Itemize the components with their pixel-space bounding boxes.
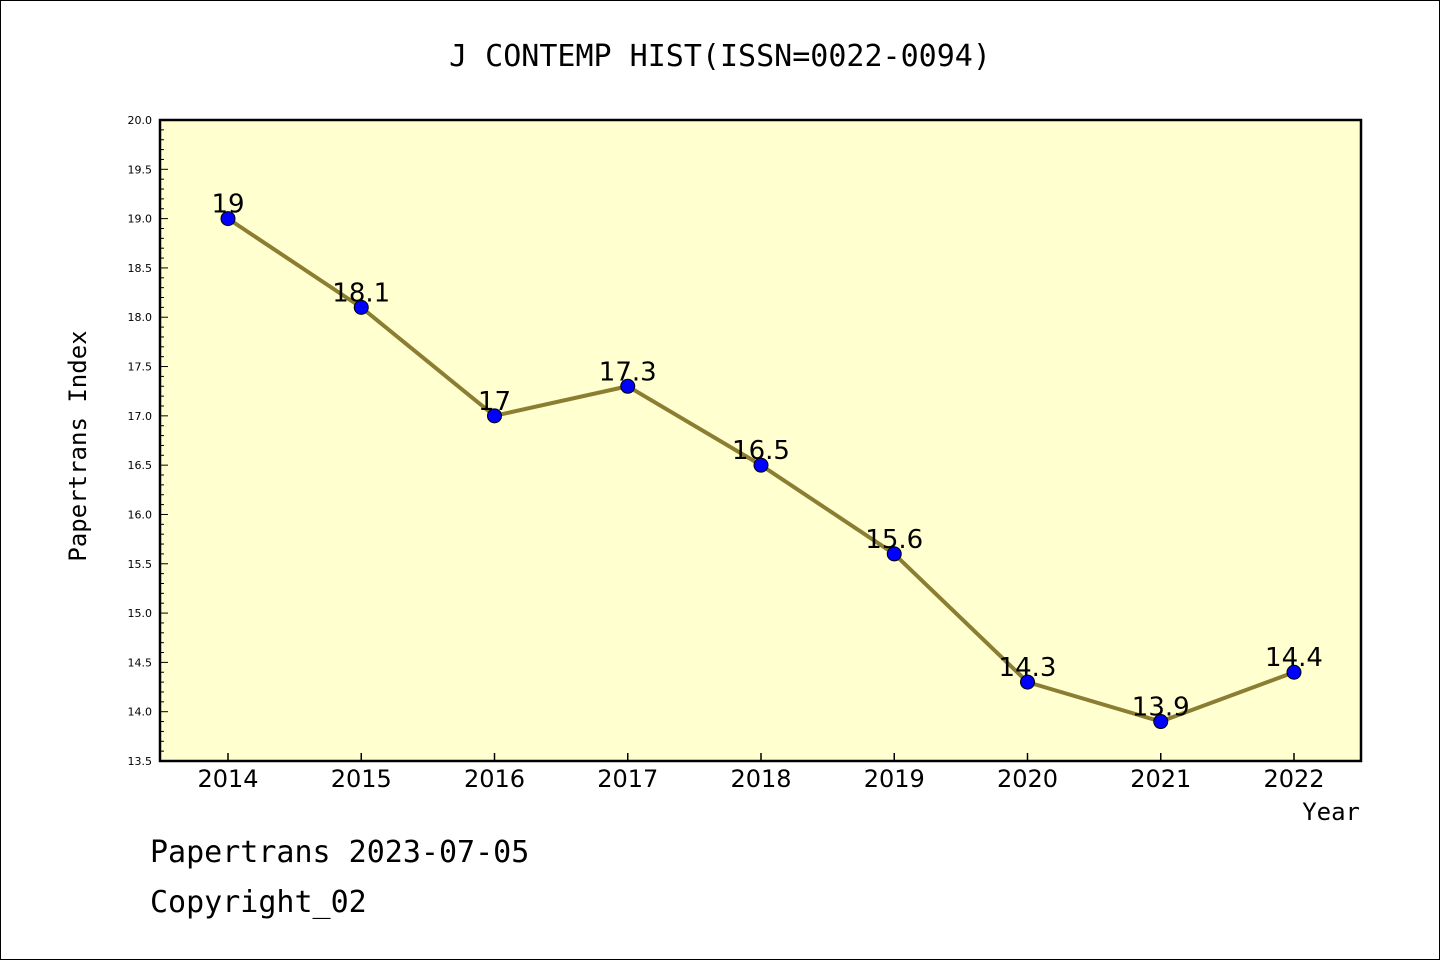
y-tick-label: 15.5 — [128, 558, 153, 571]
y-tick-label: 18.5 — [128, 262, 153, 275]
y-tick-label: 16.5 — [128, 459, 153, 472]
data-point — [220, 211, 236, 227]
data-label: 18.1 — [332, 278, 390, 308]
data-point — [353, 299, 369, 315]
data-point — [487, 408, 502, 424]
chart-title: J CONTEMP HIST(ISSN=0022-0094) — [449, 39, 991, 74]
x-tick-label: 2021 — [1130, 765, 1191, 793]
data-label: 14.3 — [999, 653, 1057, 683]
x-axis-label: Year — [1302, 798, 1360, 826]
y-axis-label: Papertrans Index — [64, 330, 92, 561]
data-label: 19 — [211, 190, 244, 220]
y-tick-label: 19.0 — [128, 213, 153, 226]
data-label: 14.4 — [1265, 643, 1323, 673]
data-points — [220, 211, 1302, 730]
data-label: 17.3 — [599, 357, 657, 387]
x-tick-label: 2018 — [730, 765, 791, 793]
x-tick-label: 2015 — [331, 765, 392, 793]
footer-copyright: Copyright_02 — [150, 885, 367, 920]
x-tick-label: 2017 — [597, 765, 658, 793]
y-tick-label: 14.0 — [128, 706, 153, 719]
data-point — [753, 457, 769, 473]
y-tick-label: 19.5 — [128, 163, 153, 176]
data-point — [886, 546, 902, 562]
data-label: 17 — [478, 387, 511, 417]
y-tick-label: 13.5 — [128, 755, 153, 768]
y-tick-label: 17.0 — [128, 410, 153, 423]
y-tick-label: 18.0 — [128, 311, 153, 324]
y-axis: 13.5 14.0 14.5 15.0 15.5 16.0 16.5 17.0 17.5 18.0… — [128, 114, 153, 768]
data-label: 15.6 — [865, 525, 923, 555]
footer-source: Papertrans 2023-07-05 — [150, 835, 530, 870]
data-labels: 19 18.1 17 17.3 16.5 15.6 14.3 13.9 14.4 — [211, 190, 1322, 723]
data-point — [1153, 714, 1169, 730]
x-axis: 2014 2015 2016 2017 2018 2019 2020 2021 2022 — [197, 753, 1325, 793]
x-tick-label: 2019 — [864, 765, 925, 793]
x-tick-label: 2016 — [464, 765, 525, 793]
data-label: 13.9 — [1132, 693, 1190, 723]
y-tick-label: 14.5 — [128, 656, 153, 669]
data-label: 16.5 — [732, 436, 790, 466]
data-point — [620, 378, 636, 394]
x-tick-label: 2014 — [197, 765, 258, 793]
x-tick-label: 2022 — [1263, 765, 1324, 793]
data-point — [1286, 664, 1302, 680]
y-tick-label: 17.5 — [128, 361, 153, 374]
plot-area — [158, 118, 1363, 763]
data-point — [1020, 674, 1035, 690]
y-minor-ticks — [160, 119, 168, 762]
x-tick-label: 2020 — [997, 765, 1058, 793]
y-tick-label: 16.0 — [128, 508, 153, 521]
y-tick-label: 15.0 — [128, 607, 153, 620]
y-tick-label: 20.0 — [128, 114, 153, 127]
